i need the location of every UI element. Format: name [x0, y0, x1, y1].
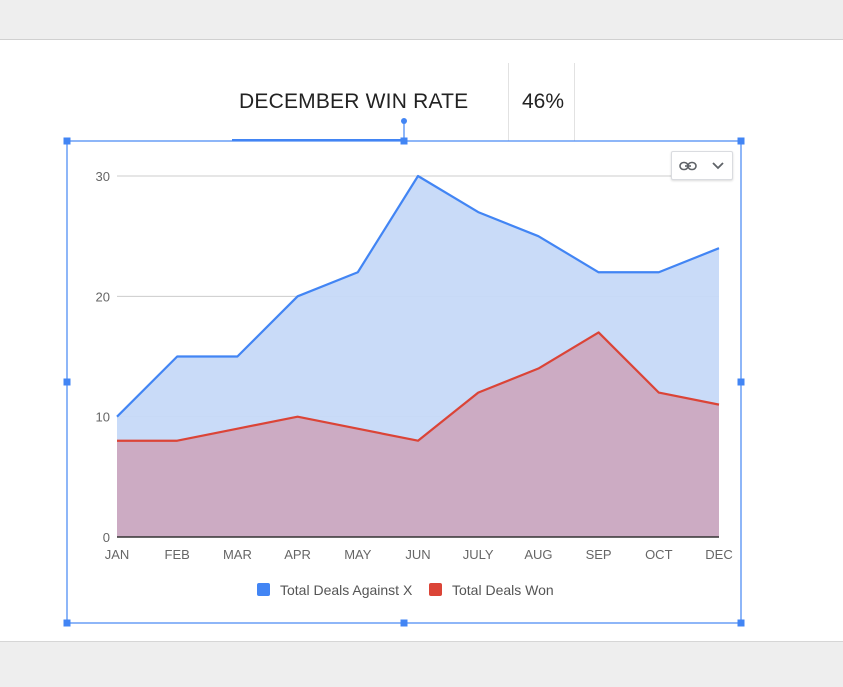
series-area[interactable] — [117, 332, 719, 537]
legend-swatch — [429, 583, 442, 596]
x-tick-label: MAY — [344, 547, 372, 562]
selection-frame — [63, 118, 745, 627]
legend-label: Total Deals Won — [452, 582, 554, 598]
x-tick-label: AUG — [524, 547, 552, 562]
chart-toolbar[interactable] — [671, 151, 733, 180]
selected-cell-indicator — [232, 139, 406, 141]
legend-swatch — [257, 583, 270, 596]
y-tick-label: 30 — [96, 169, 110, 184]
y-tick-label: 10 — [96, 410, 110, 425]
x-tick-label: JAN — [105, 547, 130, 562]
series-line[interactable] — [116, 174, 720, 418]
bottom-bar — [0, 642, 843, 687]
legend: Total Deals Against X Total Deals Won — [257, 582, 554, 598]
link-icon[interactable] — [679, 161, 697, 171]
chevron-down-icon[interactable] — [711, 161, 725, 171]
resize-handle[interactable] — [63, 378, 71, 386]
x-tick-label: FEB — [165, 547, 190, 562]
x-tick-label: SEP — [586, 547, 612, 562]
rotate-handle[interactable] — [401, 118, 407, 124]
x-tick-label: JUN — [405, 547, 430, 562]
resize-handle[interactable] — [737, 378, 745, 386]
series-areas — [117, 176, 719, 537]
x-tick-label: APR — [284, 547, 311, 562]
resize-handle[interactable] — [63, 137, 71, 145]
series-line[interactable] — [117, 331, 720, 442]
y-tick-label: 0 — [103, 530, 110, 545]
resize-handle[interactable] — [400, 619, 408, 627]
x-tick-label: MAR — [223, 547, 252, 562]
x-tick-label: DEC — [705, 547, 732, 562]
win-rate-value: 46% — [522, 90, 565, 113]
resize-handle[interactable] — [737, 137, 745, 145]
cell-divider — [508, 63, 509, 141]
resize-handle[interactable] — [63, 619, 71, 627]
resize-handle[interactable] — [737, 619, 745, 627]
x-tick-label: OCT — [645, 547, 673, 562]
cell-divider — [574, 63, 575, 141]
resize-handle[interactable] — [400, 137, 408, 145]
top-toolbar-area — [0, 0, 843, 40]
y-tick-labels: 0 10 20 30 — [96, 169, 110, 545]
x-tick-label: JULY — [463, 547, 494, 562]
series-lines — [116, 174, 720, 442]
y-tick-label: 20 — [96, 289, 110, 304]
win-rate-label: DECEMBER WIN RATE — [239, 90, 469, 113]
x-tick-labels: JAN FEB MAR APR MAY JUN JULY AUG SEP OCT DEC — [105, 547, 733, 562]
legend-label: Total Deals Against X — [280, 582, 413, 598]
